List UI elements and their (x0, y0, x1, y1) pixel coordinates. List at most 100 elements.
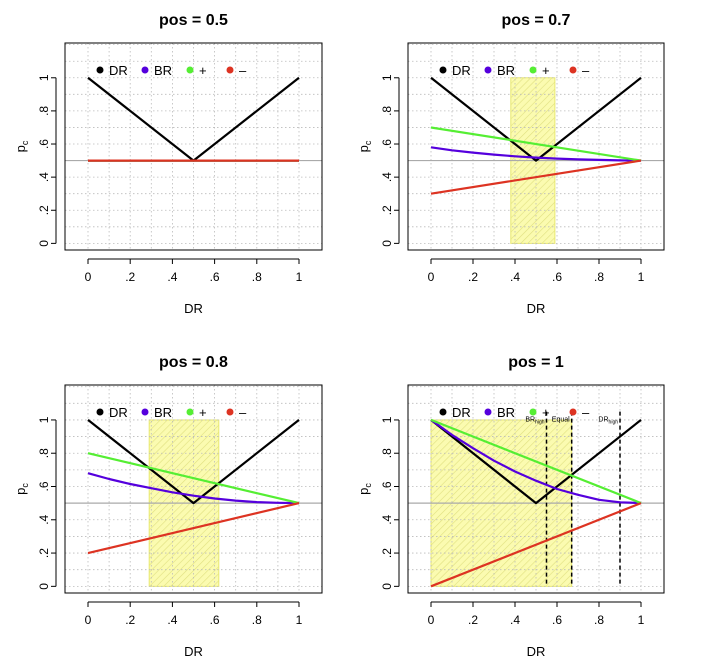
legend-marker (439, 408, 447, 416)
legend-marker (226, 66, 234, 74)
legend-marker (96, 66, 104, 74)
legend-label: DR (109, 405, 128, 420)
x-tick-label: .6 (552, 613, 562, 627)
y-tick-label: 0 (380, 583, 394, 590)
legend-marker (529, 408, 537, 416)
x-tick-label: .8 (594, 270, 604, 284)
legend-label: BR (154, 63, 172, 78)
series-line (430, 126, 642, 162)
legend-label: BR (497, 405, 515, 420)
x-tick-label: .8 (252, 613, 262, 627)
x-tick-label: .6 (210, 270, 220, 284)
legend-label: – (239, 63, 247, 78)
legend-label: + (199, 405, 207, 420)
panel-2: pos = 0.7 0 .2 .4 .6 .8 1 0 .2 .4 .6 .8 1 DR pc DR BR + – (356, 12, 665, 316)
y-tick-label: 0 (37, 583, 51, 590)
plot-frame (407, 42, 665, 251)
legend-label: BR (154, 405, 172, 420)
y-tick-label: .4 (380, 172, 394, 182)
x-tick-label: .6 (210, 613, 220, 627)
y-axis-label: pc (356, 483, 373, 495)
y-tick-label: .8 (37, 448, 51, 458)
series-line (430, 146, 642, 162)
legend-marker (96, 408, 104, 416)
vline-label: Equal (552, 417, 570, 424)
x-axis-label: DR (527, 301, 546, 316)
y-tick-label: 0 (380, 240, 394, 247)
x-tick-label: .2 (125, 270, 135, 284)
legend-marker (569, 66, 577, 74)
y-tick-label: .2 (380, 205, 394, 215)
plot-frame (407, 384, 665, 594)
x-tick-label: .8 (252, 270, 262, 284)
series-line (87, 419, 300, 505)
legend-marker (569, 408, 577, 416)
series-line (430, 502, 642, 588)
x-tick-label: 0 (428, 613, 435, 627)
panel-title: pos = 0.7 (502, 12, 571, 29)
x-axis-label: DR (184, 301, 203, 316)
x-tick-label: .2 (468, 613, 478, 627)
panel-1: pos = 0.5 0 .2 .4 .6 .8 1 0 .2 .4 .6 .8 1 DR pc DR BR + – (13, 12, 323, 316)
x-tick-label: .4 (510, 270, 520, 284)
x-tick-label: .6 (552, 270, 562, 284)
legend-label: + (199, 63, 207, 78)
x-tick-label: .8 (594, 613, 604, 627)
series-line (87, 472, 300, 505)
legend-marker (186, 408, 194, 416)
series-line (430, 76, 642, 162)
y-tick-label: .6 (37, 481, 51, 491)
legend-marker (226, 408, 234, 416)
y-axis-label: pc (356, 140, 373, 152)
y-tick-label: .8 (380, 448, 394, 458)
y-tick-label: .8 (37, 106, 51, 116)
legend-marker (484, 66, 492, 74)
plot-frame (64, 384, 323, 594)
legend-marker (439, 66, 447, 74)
vline-label: DRhigh (598, 417, 618, 426)
y-tick-label: .2 (37, 548, 51, 558)
y-tick-label: .4 (37, 514, 51, 524)
legend-marker (141, 408, 149, 416)
series-line (87, 502, 300, 555)
panel-4: pos = 1 BRhigh Equal DRhigh 0 .2 .4 .6 .8 1 0 .2 .4.… (356, 354, 665, 659)
panel-title: pos = 0.5 (159, 12, 228, 29)
legend-label: BR (497, 63, 515, 78)
x-tick-label: .4 (167, 613, 177, 627)
legend-label: DR (452, 405, 471, 420)
y-tick-label: 1 (380, 416, 394, 423)
y-tick-label: 1 (380, 74, 394, 81)
y-tick-label: .4 (37, 172, 51, 182)
x-tick-label: 1 (296, 613, 303, 627)
y-tick-label: 1 (37, 74, 51, 81)
y-tick-label: .6 (380, 139, 394, 149)
legend-label: – (582, 405, 590, 420)
panel-title: pos = 1 (508, 354, 564, 371)
x-tick-label: .4 (167, 270, 177, 284)
legend-label: – (239, 405, 247, 420)
y-tick-label: 0 (37, 240, 51, 247)
legend-label: DR (109, 63, 128, 78)
panel-3: pos = 0.8 0 .2 .4 .6 .8 1 0 .2 .4 .6 .8 1 DR pc DR BR + – (13, 354, 323, 659)
x-tick-label: 1 (638, 270, 645, 284)
x-tick-label: 0 (428, 270, 435, 284)
panel-title: pos = 0.8 (159, 354, 228, 371)
x-tick-label: .2 (468, 270, 478, 284)
x-tick-label: 0 (85, 270, 92, 284)
series-line (430, 418, 642, 505)
legend-marker (186, 66, 194, 74)
legend-label: – (582, 63, 590, 78)
series-line (430, 159, 642, 195)
x-tick-label: 0 (85, 613, 92, 627)
series-line (430, 419, 642, 505)
y-axis-label: pc (13, 483, 30, 495)
legend-label: + (542, 63, 550, 78)
y-tick-label: .2 (37, 205, 51, 215)
x-tick-label: .2 (125, 613, 135, 627)
y-axis-label: pc (13, 140, 30, 152)
y-tick-label: .4 (380, 514, 394, 524)
plot-frame (64, 42, 323, 251)
series-line (87, 452, 300, 505)
x-tick-label: 1 (638, 613, 645, 627)
